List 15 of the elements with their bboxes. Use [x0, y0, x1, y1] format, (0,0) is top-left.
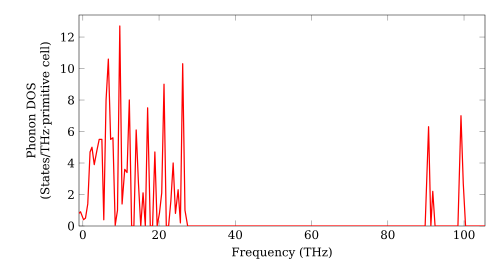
x-axis-title: Frequency (THz): [232, 247, 332, 259]
x-tick-label: 60: [304, 230, 318, 240]
y-axis-title: Phonon DOS (States/THz·primitive cell): [26, 42, 52, 199]
x-tick-label: 80: [381, 230, 395, 240]
x-tick-label: 100: [454, 230, 475, 240]
y-tick-label: 8: [68, 96, 74, 104]
x-tick-label: 20: [152, 230, 166, 240]
x-tick-label: 0: [80, 230, 86, 240]
y-tick-label: 10: [61, 64, 74, 74]
y-tick-label: 12: [61, 32, 74, 42]
y-tick-label: 0: [68, 222, 74, 230]
y-tick-label: 6: [68, 127, 74, 136]
y-tick-label: 4: [68, 158, 74, 168]
y-tick-label: 2: [68, 190, 74, 199]
x-tick-label: 40: [228, 230, 242, 240]
